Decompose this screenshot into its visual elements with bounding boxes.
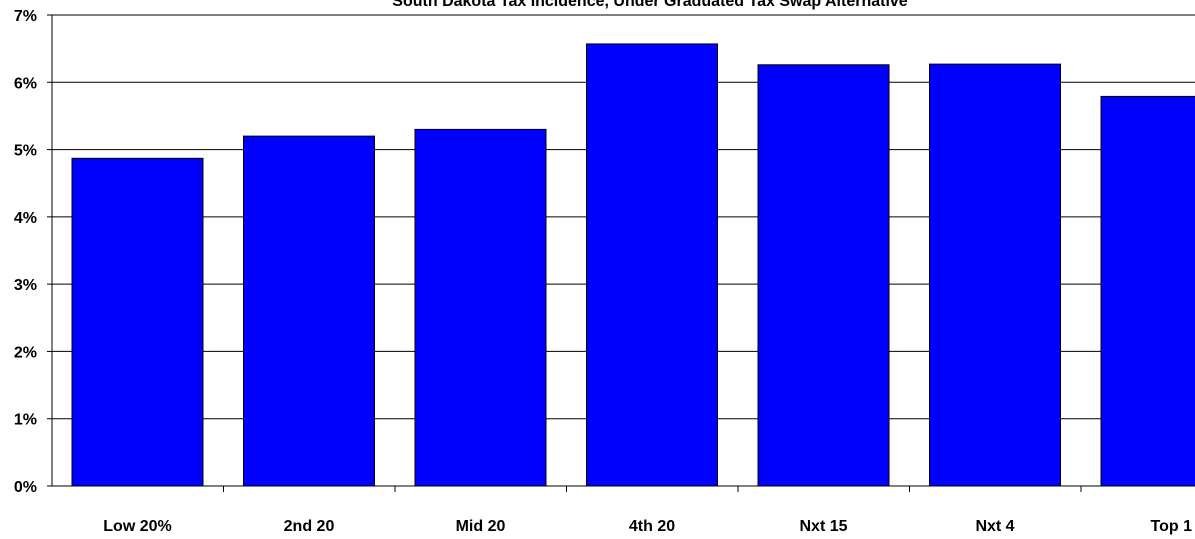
x-tick-label: Nxt 4 bbox=[975, 518, 1014, 535]
bar bbox=[71, 157, 204, 487]
y-tick-label: 5% bbox=[14, 143, 37, 160]
y-tick-label: 0% bbox=[14, 479, 37, 496]
y-tick-label: 4% bbox=[14, 210, 37, 227]
bar bbox=[929, 63, 1061, 487]
y-tick-label: 2% bbox=[14, 344, 37, 361]
bar bbox=[243, 135, 375, 487]
bars bbox=[71, 43, 1195, 487]
axes bbox=[47, 14, 1195, 492]
x-tick-label: Nxt 15 bbox=[799, 518, 847, 535]
x-tick-label: Mid 20 bbox=[456, 518, 506, 535]
x-tick-label: 4th 20 bbox=[629, 518, 675, 535]
x-tick-labels: Low 20% 2nd 20 Mid 20 4th 20 Nxt 15 Nxt 4 Top … bbox=[103, 518, 1192, 535]
x-tick-label: 2nd 20 bbox=[284, 518, 335, 535]
x-tick-label: Low 20% bbox=[103, 518, 171, 535]
chart-title: South Dakota Tax Incidence, Under Gradua… bbox=[392, 0, 907, 10]
y-tick-label: 3% bbox=[14, 277, 37, 294]
y-tick-label: 7% bbox=[14, 8, 37, 25]
bar bbox=[586, 43, 718, 487]
x-tick-label: Top 1 bbox=[1151, 518, 1193, 535]
bar bbox=[1100, 95, 1195, 487]
bar bbox=[757, 64, 890, 487]
bar bbox=[414, 128, 547, 487]
y-tick-labels: 0% 1% 2% 3% 4% 5% 6% 7% bbox=[14, 8, 37, 496]
y-tick-label: 6% bbox=[14, 75, 37, 92]
y-tick-label: 1% bbox=[14, 412, 37, 429]
